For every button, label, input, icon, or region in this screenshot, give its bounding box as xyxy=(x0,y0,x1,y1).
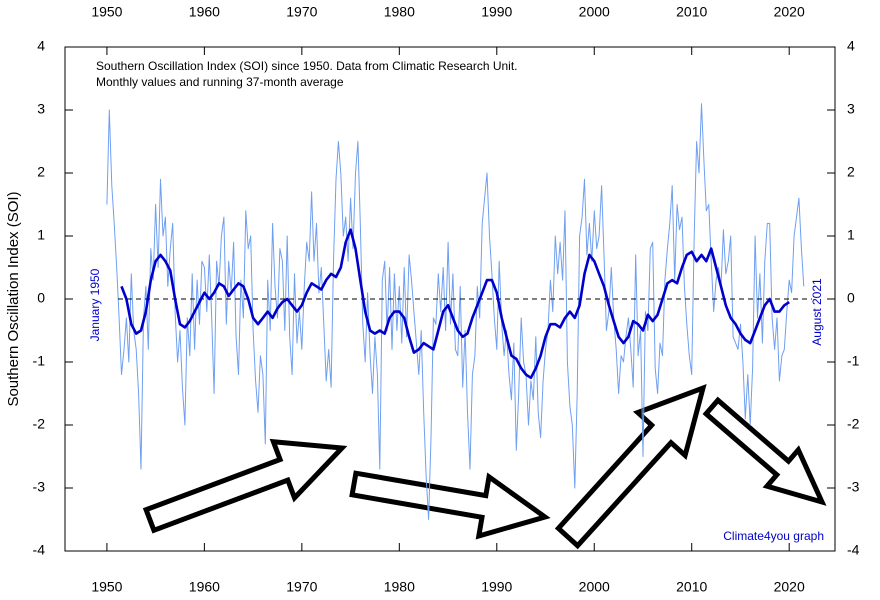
x-tick-label: 1980 xyxy=(384,4,415,20)
x-tick-label: 1950 xyxy=(91,4,122,20)
x-tick-label: 2020 xyxy=(774,4,805,20)
y-tick-label: -3 xyxy=(847,479,860,495)
y-tick-label: 3 xyxy=(37,101,45,117)
x-tick-label: 2020 xyxy=(774,579,805,595)
x-tick-label: 1990 xyxy=(481,579,512,595)
arrow xyxy=(702,396,827,506)
series-line xyxy=(106,103,805,520)
y-tick-label: -3 xyxy=(33,479,46,495)
series-line xyxy=(120,228,790,380)
x-tick-label: 1960 xyxy=(189,4,220,20)
arrow xyxy=(142,438,348,534)
x-tick-label: 1990 xyxy=(481,4,512,20)
y-tick-label: 2 xyxy=(847,164,855,180)
y-axis-label: Southern Oscillation Index (SOI) xyxy=(5,191,22,406)
x-tick-label: 1960 xyxy=(189,579,220,595)
x-tick-label: 1980 xyxy=(384,579,415,595)
x-tick-label: 1970 xyxy=(286,4,317,20)
x-tick-label: 2000 xyxy=(579,4,610,20)
y-tick-label: -1 xyxy=(847,353,860,369)
y-tick-label: 3 xyxy=(847,101,855,117)
arrow xyxy=(554,383,707,550)
y-tick-label: -2 xyxy=(33,416,46,432)
y-tick-label: 1 xyxy=(37,227,45,243)
y-tick-label: -4 xyxy=(847,542,860,558)
y-tick-label: 4 xyxy=(37,38,45,54)
annotation: January 1950 xyxy=(88,268,102,341)
x-tick-label: 1950 xyxy=(91,579,122,595)
x-tick-label: 2010 xyxy=(676,579,707,595)
chart-title: Southern Oscillation Index (SOI) since 1… xyxy=(96,59,518,73)
arrows xyxy=(142,383,827,550)
x-tick-label: 1970 xyxy=(286,579,317,595)
y-tick-label: 1 xyxy=(847,227,855,243)
annotation: August 2021 xyxy=(810,278,824,346)
y-tick-label: 2 xyxy=(37,164,45,180)
x-tick-label: 2010 xyxy=(676,4,707,20)
x-tick-label: 2000 xyxy=(579,579,610,595)
chart-subtitle: Monthly values and running 37-month aver… xyxy=(96,75,344,89)
annotation: Climate4you graph xyxy=(723,529,824,543)
y-tick-label: 0 xyxy=(847,290,855,306)
y-tick-label: -1 xyxy=(33,353,46,369)
arrow xyxy=(349,470,551,540)
y-tick-label: -2 xyxy=(847,416,860,432)
y-tick-label: 4 xyxy=(847,38,855,54)
y-tick-label: 0 xyxy=(37,290,45,306)
y-tick-label: -4 xyxy=(33,542,46,558)
